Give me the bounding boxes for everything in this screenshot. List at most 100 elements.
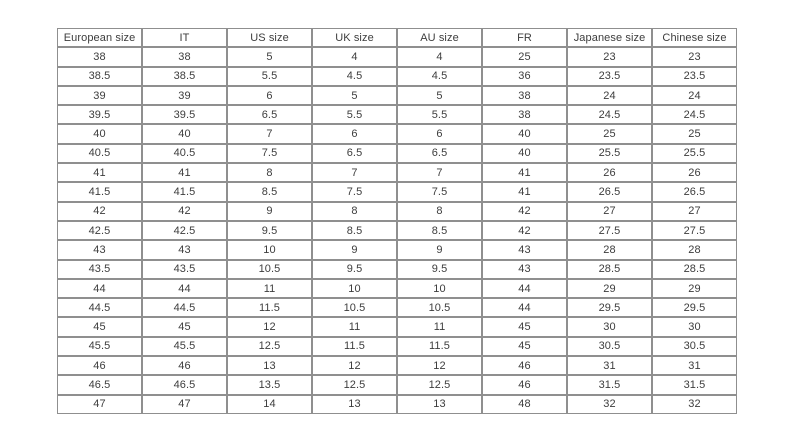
table-cell: 25.5 (567, 143, 652, 164)
table-cell: 38.5 (57, 66, 142, 86)
table-cell: 40 (142, 124, 227, 144)
table-cell: 10 (312, 278, 397, 299)
table-cell: 6 (312, 124, 397, 144)
table-cell: 39 (142, 85, 227, 106)
table-cell: 39 (57, 85, 142, 106)
table-cell: 11.5 (227, 298, 312, 318)
table-cell: 10.5 (227, 259, 312, 279)
table-cell: 25 (567, 124, 652, 144)
table-cell: 24 (567, 85, 652, 106)
table-cell: 7.5 (227, 143, 312, 164)
table-cell: 42 (482, 220, 567, 241)
table-row: 38.5 38.5 5.5 4.5 4.5 36 23.5 23.5 (57, 66, 737, 86)
table-cell: 9 (397, 240, 482, 260)
table-row: 41 41 8 7 7 41 26 26 (57, 163, 737, 183)
table-cell: 40 (57, 124, 142, 144)
table-cell: 12 (397, 356, 482, 376)
table-cell: 38 (482, 105, 567, 125)
column-header-it: IT (142, 28, 227, 48)
table-cell: 5.5 (312, 105, 397, 125)
table-cell: 40 (482, 124, 567, 144)
table-cell: 27 (652, 201, 737, 221)
table-cell: 45.5 (57, 336, 142, 357)
table-cell: 40.5 (57, 143, 142, 164)
table-cell: 27.5 (567, 220, 652, 241)
table-cell: 44 (482, 298, 567, 318)
table-cell: 28 (567, 240, 652, 260)
table-cell: 47 (57, 394, 142, 414)
table-cell: 23 (652, 47, 737, 67)
table-cell: 32 (652, 394, 737, 414)
table-cell: 28 (652, 240, 737, 260)
table-cell: 45 (482, 336, 567, 357)
table-cell: 26.5 (652, 182, 737, 202)
table-cell: 13 (312, 394, 397, 414)
table-cell: 47 (142, 394, 227, 414)
table-cell: 45 (482, 317, 567, 337)
table-cell: 5 (227, 47, 312, 67)
table-cell: 46 (482, 375, 567, 395)
table-cell: 42 (482, 201, 567, 221)
table-cell: 12.5 (397, 375, 482, 395)
table-row: 43 43 10 9 9 43 28 28 (57, 240, 737, 260)
table-cell: 10.5 (312, 298, 397, 318)
table-cell: 11.5 (312, 336, 397, 357)
table-cell: 40 (482, 143, 567, 164)
table-header-row: European size IT US size UK size AU size FR Ja… (57, 28, 737, 48)
table-cell: 9.5 (312, 259, 397, 279)
table-cell: 31 (652, 356, 737, 376)
column-header-chinese-size: Chinese size (652, 28, 737, 48)
table-row: 38 38 5 4 4 25 23 23 (57, 47, 737, 67)
table-cell: 14 (227, 394, 312, 414)
table-cell: 23.5 (567, 66, 652, 86)
table-header: European size IT US size UK size AU size FR Ja… (57, 28, 737, 48)
table-cell: 46 (482, 356, 567, 376)
table-cell: 30.5 (567, 336, 652, 357)
table-cell: 4 (397, 47, 482, 67)
table-body: 38 38 5 4 4 25 23 23 38.5 38.5 5.5 4.5 4.5 36 23.5 23.5… (57, 47, 737, 414)
table-cell: 9 (227, 201, 312, 221)
table-row: 44 44 11 10 10 44 29 29 (57, 278, 737, 299)
table-cell: 23 (567, 47, 652, 67)
table-cell: 6.5 (312, 143, 397, 164)
table-cell: 5.5 (397, 105, 482, 125)
table-cell: 44 (57, 278, 142, 299)
table-cell: 6.5 (397, 143, 482, 164)
table-cell: 43.5 (142, 259, 227, 279)
table-cell: 8.5 (312, 220, 397, 241)
column-header-us-size: US size (227, 28, 312, 48)
table-row: 43.5 43.5 10.5 9.5 9.5 43 28.5 28.5 (57, 259, 737, 279)
table-row: 44.5 44.5 11.5 10.5 10.5 44 29.5 29.5 (57, 298, 737, 318)
table-cell: 8.5 (397, 220, 482, 241)
table-cell: 12.5 (312, 375, 397, 395)
table-cell: 10.5 (397, 298, 482, 318)
column-header-uk-size: UK size (312, 28, 397, 48)
table-cell: 43 (482, 259, 567, 279)
table-cell: 41.5 (57, 182, 142, 202)
table-cell: 40.5 (142, 143, 227, 164)
table-cell: 7.5 (397, 182, 482, 202)
table-cell: 46 (57, 356, 142, 376)
table-cell: 10 (397, 278, 482, 299)
table-cell: 29 (652, 278, 737, 299)
table-cell: 5 (397, 85, 482, 106)
table-row: 41.5 41.5 8.5 7.5 7.5 41 26.5 26.5 (57, 182, 737, 202)
shoe-size-conversion-table: European size IT US size UK size AU size FR Ja… (57, 28, 737, 414)
table-row: 40.5 40.5 7.5 6.5 6.5 40 25.5 25.5 (57, 143, 737, 164)
table-cell: 41.5 (142, 182, 227, 202)
table-cell: 38 (482, 85, 567, 106)
table-cell: 39.5 (57, 105, 142, 125)
table-cell: 25 (482, 47, 567, 67)
table-cell: 46.5 (57, 375, 142, 395)
table-cell: 5 (312, 85, 397, 106)
table-cell: 46 (142, 356, 227, 376)
table-cell: 8 (227, 163, 312, 183)
table-cell: 6 (397, 124, 482, 144)
table-cell: 5.5 (227, 66, 312, 86)
table-cell: 31.5 (652, 375, 737, 395)
table-cell: 38.5 (142, 66, 227, 86)
table-cell: 43 (142, 240, 227, 260)
table-cell: 45 (142, 317, 227, 337)
table-cell: 8.5 (227, 182, 312, 202)
table-cell: 4.5 (397, 66, 482, 86)
